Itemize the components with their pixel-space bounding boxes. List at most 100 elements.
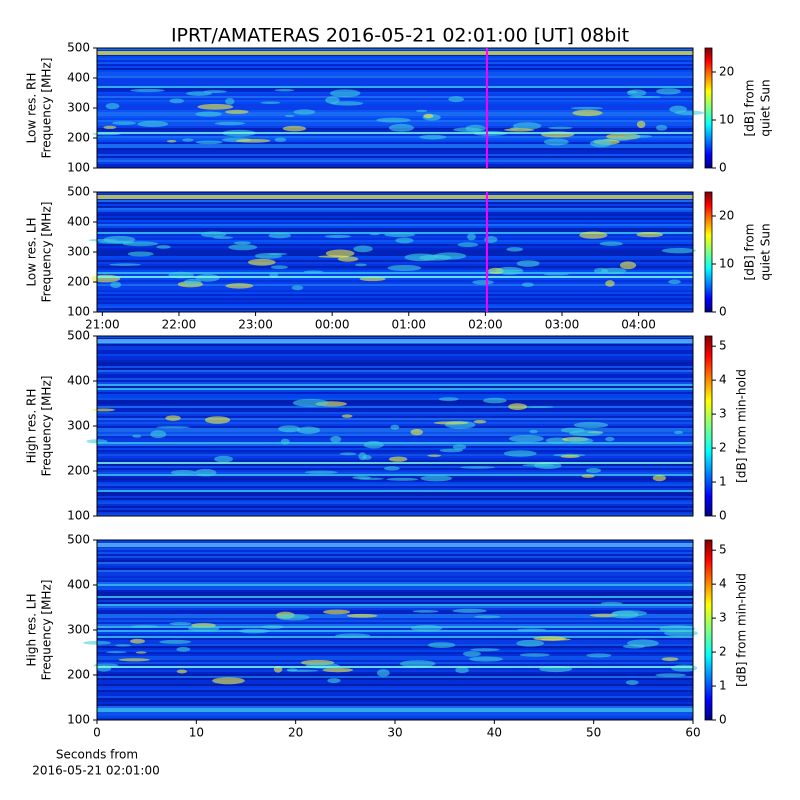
heatmap-texture — [197, 103, 234, 110]
heatmap-texture — [97, 548, 693, 550]
heatmap-texture — [353, 245, 373, 253]
heatmap-texture — [97, 498, 693, 500]
y-axis-label: High res. RH — [25, 389, 39, 464]
heatmap-texture — [97, 370, 693, 372]
y-tick-label: 500 — [67, 185, 90, 199]
heatmap-texture — [97, 486, 693, 488]
heatmap-texture — [97, 462, 693, 464]
heatmap-texture — [508, 434, 544, 443]
heatmap-texture — [97, 164, 693, 166]
heatmap-texture — [97, 80, 693, 82]
heatmap-texture — [97, 658, 693, 660]
heatmap-texture — [97, 652, 693, 654]
heatmap-texture — [97, 336, 693, 338]
heatmap-texture — [97, 696, 693, 698]
heatmap-texture — [97, 262, 693, 264]
heatmap-texture — [567, 437, 594, 444]
heatmap-texture — [543, 273, 569, 276]
heatmap-texture — [324, 234, 352, 238]
heatmap-texture — [97, 508, 693, 510]
heatmap-texture — [323, 609, 351, 615]
heatmap-texture — [303, 270, 324, 273]
heatmap-texture — [97, 684, 693, 686]
y-tick-label: 100 — [67, 509, 90, 523]
heatmap-texture — [335, 633, 371, 638]
heatmap-texture — [105, 651, 127, 654]
heatmap-texture — [135, 651, 147, 654]
heatmap-texture — [97, 594, 693, 596]
heatmap-texture — [97, 543, 693, 547]
heatmap-texture — [465, 124, 486, 133]
heatmap-texture — [127, 251, 154, 257]
heatmap-texture — [589, 139, 612, 148]
heatmap-texture — [182, 138, 194, 142]
heatmap-texture — [585, 467, 602, 473]
heatmap-texture — [97, 700, 693, 702]
y-axis-label: High res. LH — [25, 593, 39, 666]
heatmap-texture — [547, 126, 573, 130]
heatmap-texture — [97, 708, 693, 710]
heatmap-texture — [97, 386, 693, 388]
heatmap-texture — [438, 397, 459, 402]
heatmap-texture — [97, 698, 693, 700]
colorbar-tick-label: 1 — [719, 679, 727, 693]
heatmap-texture — [97, 250, 693, 252]
heatmap-texture — [473, 615, 501, 619]
heatmap-texture — [97, 142, 693, 144]
heatmap-texture — [97, 84, 693, 86]
heatmap-texture — [97, 454, 693, 456]
heatmap-texture — [97, 278, 693, 280]
heatmap-texture — [97, 484, 693, 486]
heatmap-texture — [97, 254, 693, 256]
heatmap-texture — [543, 138, 569, 146]
heatmap-texture — [652, 474, 666, 482]
heatmap-texture — [97, 556, 693, 558]
heatmap-texture — [260, 101, 281, 104]
heatmap-texture — [97, 88, 693, 90]
heatmap-texture — [261, 625, 284, 629]
heatmap-texture — [286, 669, 319, 672]
heatmap-texture — [97, 366, 693, 368]
heatmap-texture — [97, 624, 693, 626]
heatmap-texture — [97, 280, 693, 282]
heatmap-texture — [194, 468, 217, 477]
colorbar-tick-label: 3 — [719, 407, 727, 421]
heatmap-texture — [292, 398, 329, 407]
heatmap-texture — [97, 646, 693, 648]
heatmap-texture — [97, 214, 693, 216]
y-tick-label: 200 — [67, 668, 90, 682]
heatmap-texture — [97, 678, 693, 680]
heatmap-texture — [97, 694, 693, 696]
heatmap-texture — [97, 420, 693, 422]
heatmap-texture — [97, 476, 693, 478]
heatmap-texture — [97, 195, 693, 199]
heatmap-texture — [579, 231, 608, 239]
y-tick-label: 300 — [67, 101, 90, 115]
heatmap-texture — [97, 216, 693, 218]
heatmap-texture — [460, 466, 496, 469]
colorbar — [704, 47, 713, 169]
heatmap-texture — [118, 658, 151, 662]
x-tick-label: 04:00 — [621, 318, 656, 332]
heatmap-texture — [204, 416, 231, 424]
heatmap-texture — [619, 261, 637, 270]
heatmap-texture — [97, 218, 693, 220]
heatmap-texture — [97, 90, 693, 92]
heatmap-texture — [238, 628, 270, 634]
heatmap-texture — [427, 642, 456, 648]
heatmap-texture — [97, 482, 693, 484]
heatmap-texture — [439, 448, 464, 453]
heatmap-texture — [97, 348, 693, 350]
x-tick-label: 01:00 — [391, 318, 426, 332]
heatmap-texture — [97, 550, 693, 552]
heatmap-texture — [433, 421, 469, 425]
colorbar-label: [dB] from — [743, 80, 757, 137]
heatmap-texture — [97, 606, 693, 608]
heatmap-texture — [404, 253, 438, 262]
x-tick-label: 21:00 — [85, 318, 120, 332]
heatmap-texture — [473, 420, 487, 424]
heatmap-texture — [97, 92, 693, 94]
heatmap-texture — [97, 360, 693, 362]
heatmap-texture — [97, 390, 693, 392]
heatmap-texture — [572, 109, 603, 117]
